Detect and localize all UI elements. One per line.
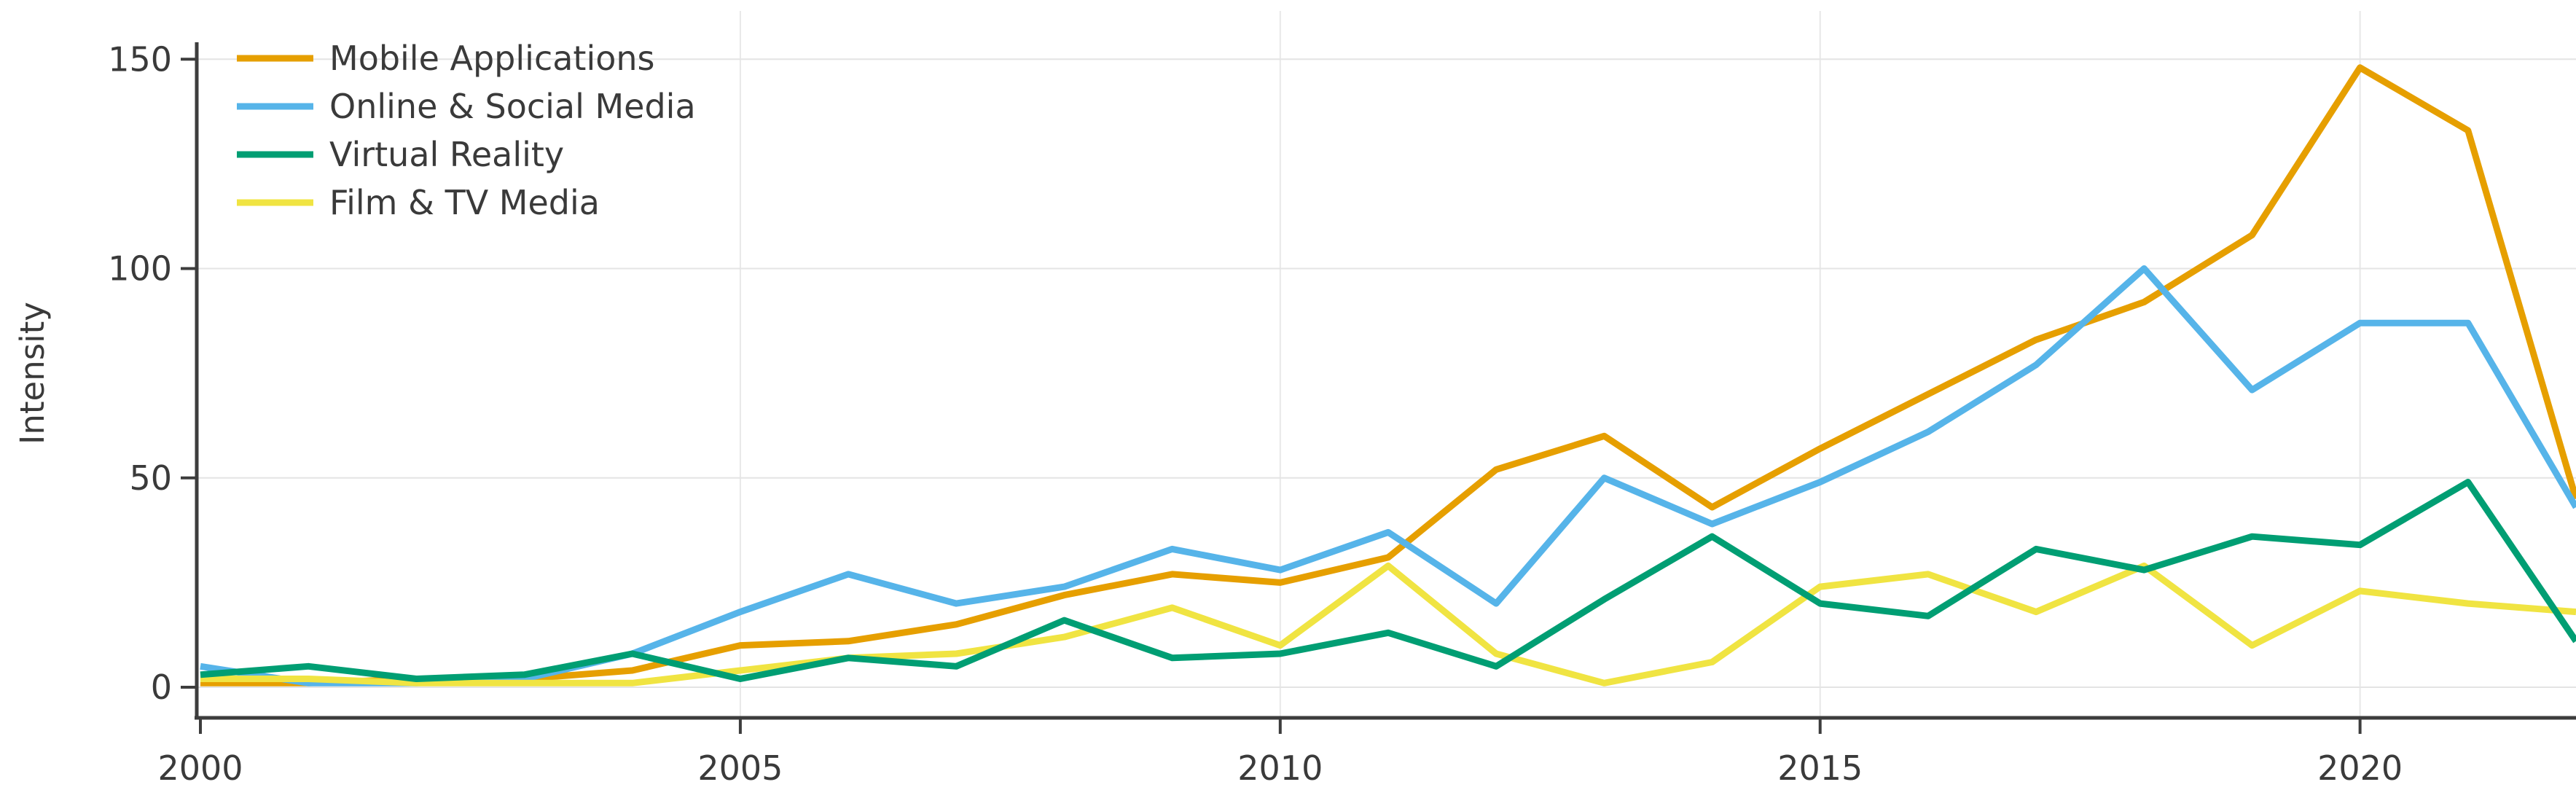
legend-item: Virtual Reality: [237, 135, 564, 174]
legend-item: Mobile Applications: [237, 39, 655, 78]
x-tick-label: 2000: [157, 748, 243, 788]
x-tick-label: 2010: [1237, 748, 1323, 788]
legend-label: Mobile Applications: [329, 39, 655, 78]
series-line-mobile-applications: [200, 64, 2576, 686]
y-tick-label: 50: [129, 458, 172, 498]
y-axis-title: Intensity: [13, 302, 52, 445]
series-layer: [200, 64, 2576, 686]
legend-item: Film & TV Media: [237, 183, 600, 222]
legend-label: Online & Social Media: [329, 87, 696, 126]
y-tick-label: 0: [151, 668, 172, 707]
x-tick-label: 2005: [697, 748, 783, 788]
legend-label: Film & TV Media: [329, 183, 600, 222]
legend: Mobile Applications Online & Social Media…: [237, 39, 696, 222]
grid-layer: [197, 11, 2576, 718]
axis-layer: 0 50 100 150 2000 2005 2010 2015 2020: [108, 39, 2576, 788]
y-tick-label: 150: [108, 39, 172, 79]
series-line-film-tv-media: [200, 562, 2576, 686]
x-tick-label: 2015: [1777, 748, 1863, 788]
x-tick-label: 2020: [2317, 748, 2403, 788]
y-tick-label: 100: [108, 249, 172, 289]
series-line-virtual-reality: [200, 479, 2576, 682]
legend-item: Online & Social Media: [237, 87, 696, 126]
legend-label: Virtual Reality: [329, 135, 564, 174]
